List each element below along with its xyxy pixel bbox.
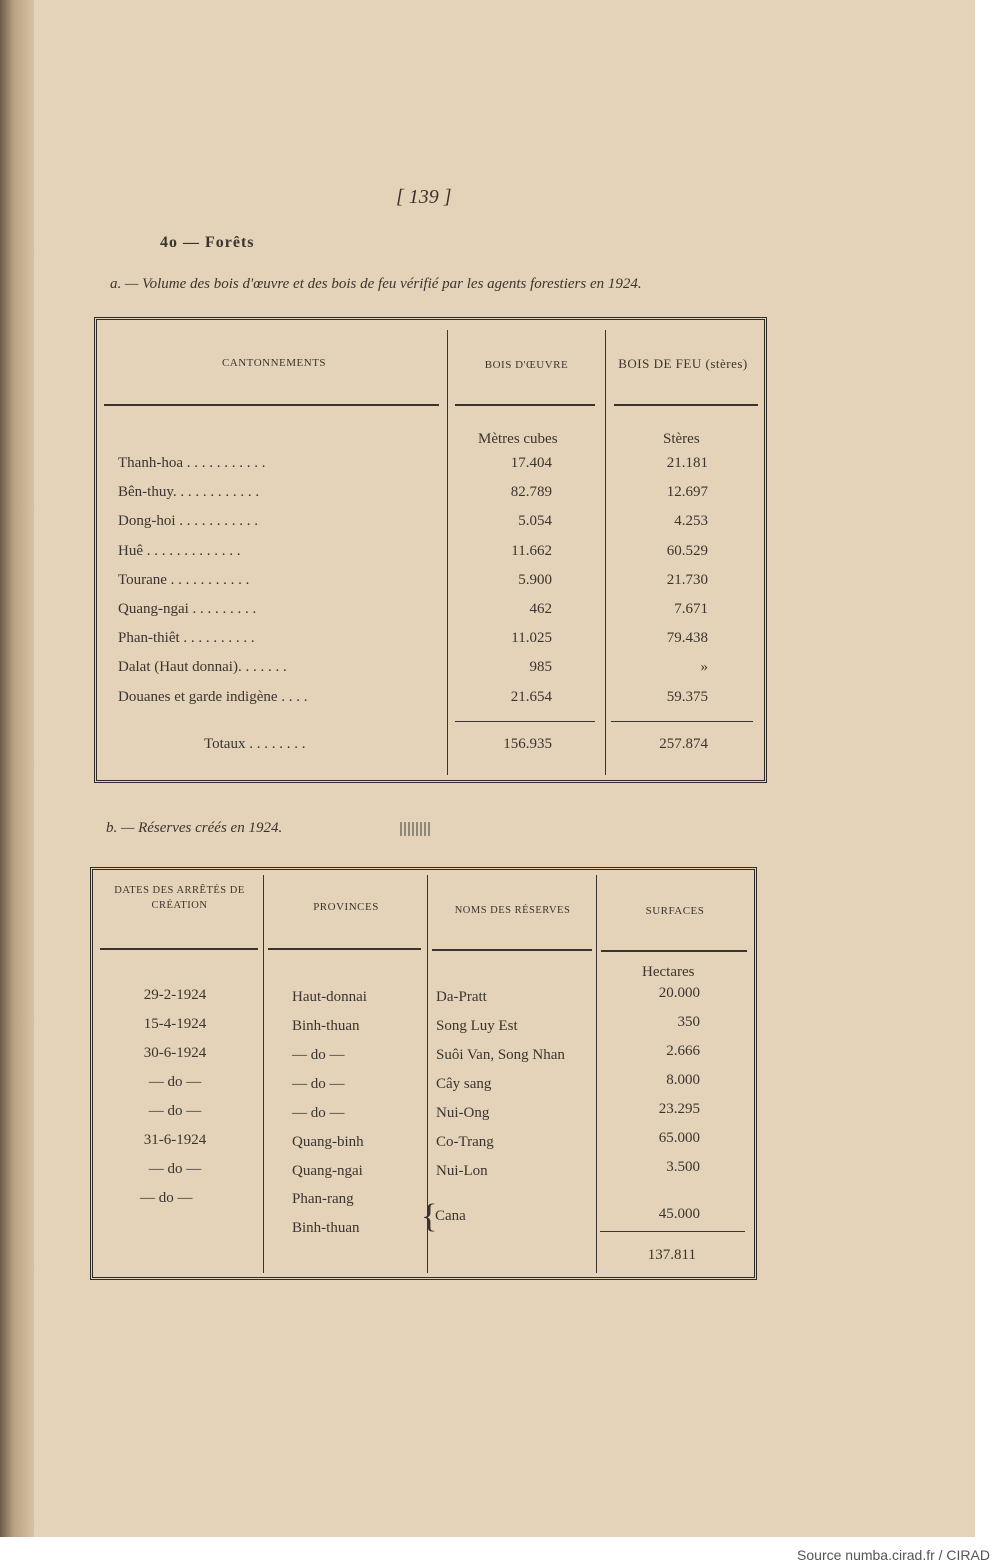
last-row-date: — do — [140,1190,193,1206]
bois-oeuvre-value: 11.025 [511,630,552,647]
cantonnement-name: Quang-ngai . . . . . . . . . [118,601,257,617]
cantonnement-name: Thanh-hoa . . . . . . . . . . . [118,455,266,471]
header-dates: DATES DES ARRÊTÉS DE CRÉATION [114,885,245,911]
page-number: [ 139 ] [396,186,452,208]
surface-value: 20.000 [658,985,700,1001]
brace-icon: { [421,1198,438,1235]
last-row-surface: 45.000 [658,1206,700,1222]
date-value: 29-2-1924 [143,987,207,1003]
reserve-name: Co-Trang [436,1134,494,1150]
bois-oeuvre-value: 5.054 [518,513,552,530]
totals-feu: 257.874 [659,736,708,752]
table-a-caption: a. — Volume des bois d'œuvre et des bois… [110,276,642,292]
last-row-province-2: Binh-thuan [292,1220,360,1236]
unit-steres: Stères [663,431,700,447]
reserve-name: Cây sang [436,1076,492,1092]
surface-value: 2.666 [666,1043,700,1059]
unit-hectares: Hectares [642,964,695,980]
bois-oeuvre-value: 985 [529,659,553,676]
province-value: Quang-ngai [292,1163,363,1179]
date-value: — do — [148,1074,202,1090]
bois-oeuvre-value: 462 [529,601,553,617]
bois-feu-value: 4.253 [674,513,708,530]
bois-oeuvre-value: 5.900 [518,571,552,588]
date-value: 15-4-1924 [143,1016,207,1032]
header-reserves: NOMS DES RÉSERVES [454,905,571,916]
date-value: 31-6-1924 [143,1132,207,1148]
bois-feu-value: 12.697 [666,484,708,501]
surface-value: 23.295 [658,1101,700,1117]
bois-oeuvre-value: 11.662 [511,542,552,559]
stamp-mark [400,822,432,836]
reserve-name: Da-Pratt [436,989,487,1005]
page-binding-shadow [0,0,34,1537]
bois-feu-value: 7.671 [674,601,708,617]
surface-value: 65.000 [658,1130,700,1146]
bois-feu-value: 60.529 [666,542,708,559]
bois-oeuvre-value: 17.404 [510,455,552,471]
cantonnement-name: Bên-thuy. . . . . . . . . . . . [118,484,260,501]
unit-metres-cubes: Mètres cubes [478,431,558,447]
table-b [90,867,757,1280]
table-a [94,317,767,783]
total-surface: 137.811 [647,1247,696,1263]
province-value: Haut-donnai [292,989,367,1005]
bois-feu-value: » [700,659,709,676]
date-value: — do — [148,1103,202,1119]
totals-oeuvre: 156.935 [503,736,552,752]
date-value: 30-6-1924 [143,1045,207,1061]
cantonnement-name: Phan-thiêt . . . . . . . . . . [118,630,255,647]
province-value: Quang-binh [292,1134,364,1150]
province-value: Binh-thuan [292,1018,360,1034]
province-value: — do — [292,1047,345,1063]
date-value: — do — [148,1161,202,1177]
bois-feu-value: 79.438 [666,630,708,647]
province-value: — do — [292,1076,345,1092]
last-row-province-1: Phan-rang [292,1191,354,1207]
cantonnement-name: Dalat (Haut donnai). . . . . . . [118,659,287,676]
reserve-name: Song Luy Est [436,1018,518,1034]
cantonnement-name: Dong-hoi . . . . . . . . . . . [118,513,258,530]
totals-label: Totaux . . . . . . . . [204,736,306,752]
reserve-name: Suôi Van, Song Nhan [436,1047,565,1063]
province-value: — do — [292,1105,345,1121]
reserve-name: Nui-Ong [436,1105,490,1121]
bois-oeuvre-value: 21.654 [510,688,552,705]
section-title: 4o — Forêts [160,234,255,251]
cantonnement-name: Douanes et garde indigène . . . . [118,688,308,705]
header-bois-feu: BOIS DE FEU (stères) [618,356,748,371]
bois-feu-value: 21.730 [666,571,708,588]
last-row-reserve: Cana [435,1208,466,1224]
bois-feu-value: 21.181 [666,455,708,471]
bois-oeuvre-value: 82.789 [510,484,552,501]
reserve-name: Nui-Lon [436,1163,488,1179]
header-cantonnements: CANTONNEMENTS [221,357,327,369]
bois-feu-value: 59.375 [666,688,708,705]
surface-value: 8.000 [666,1072,700,1088]
scanned-page: [ 139 ] 4o — Forêts a. — Volume des bois… [0,0,975,1537]
cantonnement-name: Huê . . . . . . . . . . . . . [118,542,241,559]
header-bois-oeuvre: BOIS D'ŒUVRE [484,359,569,371]
header-surfaces: SURFACES [645,905,705,917]
surface-value: 350 [677,1014,701,1030]
header-provinces: PROVINCES [313,901,379,913]
source-credit: Source numba.cirad.fr / CIRAD [797,1547,990,1563]
cantonnement-name: Tourane . . . . . . . . . . . [118,571,250,588]
table-b-caption: b. — Réserves créés en 1924. [106,820,283,836]
surface-value: 3.500 [666,1159,700,1175]
